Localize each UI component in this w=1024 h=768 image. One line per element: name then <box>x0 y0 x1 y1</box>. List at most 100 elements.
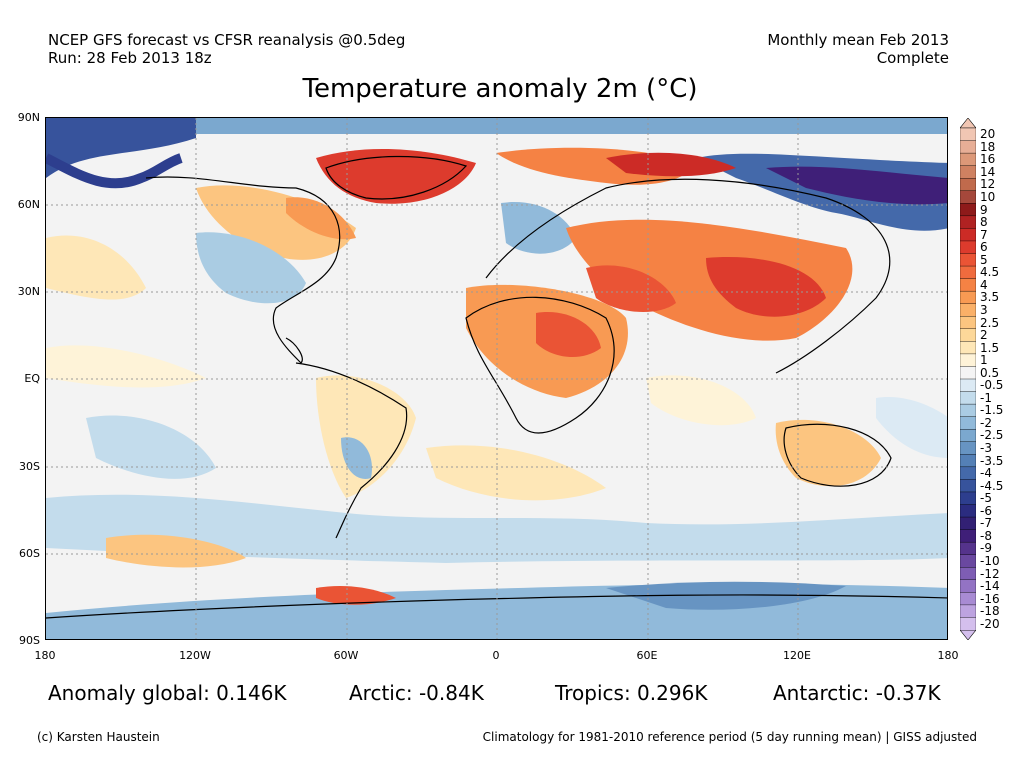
map-title: Temperature anomaly 2m (°C) <box>302 74 698 104</box>
colorbar-swatch <box>960 353 976 367</box>
middle-east-warm-anomaly <box>586 265 676 313</box>
colorbar-swatch <box>960 592 976 606</box>
colorbar-label: -16 <box>980 591 1000 606</box>
antarctic-peninsula-warm <box>316 586 396 605</box>
colorbar-swatch <box>960 303 976 317</box>
copyright: (c) Karsten Haustein <box>37 730 160 744</box>
colorbar-label: 2.5 <box>980 315 1000 330</box>
lat-label-90n: 90N <box>17 111 40 124</box>
colorbar-label: -9 <box>980 541 992 556</box>
colorbar-label: -12 <box>980 566 1000 581</box>
lat-label-eq: EQ <box>24 372 40 385</box>
colorbar-swatch <box>960 253 976 267</box>
colorbar-swatch <box>960 391 976 405</box>
arctic-anomaly: Arctic: -0.84K <box>349 681 484 705</box>
lon-label-60w: 60W <box>333 649 359 662</box>
colorbar-label: 16 <box>980 152 996 167</box>
lon-label-120w: 120W <box>179 649 211 662</box>
colorbar-label: -1 <box>980 390 992 405</box>
colorbar-swatch <box>960 341 976 355</box>
graticule <box>46 118 947 639</box>
colorbar-label: -2 <box>980 415 992 430</box>
colorbar-label: 6 <box>980 240 988 255</box>
tropical-pacific-warm <box>46 345 206 388</box>
colorbar-swatch <box>960 479 976 493</box>
colorbar-label: 10 <box>980 190 996 205</box>
colorbar-label: 14 <box>980 164 996 179</box>
colorbar-label: -10 <box>980 553 1000 568</box>
lon-label-120e: 120E <box>783 649 811 662</box>
colorbar-label: -3.5 <box>980 453 1004 468</box>
colorbar-label: 3.5 <box>980 290 1000 305</box>
colorbar-label: -7 <box>980 516 992 531</box>
colorbar-swatch <box>960 416 976 430</box>
colorbar-swatch <box>960 178 976 192</box>
antarctica-coast <box>46 594 947 619</box>
china-warm-anomaly <box>706 257 826 317</box>
alaska-cold-anomaly <box>46 118 196 178</box>
antarctic-anomaly: Antarctic: -0.37K <box>773 681 941 705</box>
indian-ocean-warm <box>646 375 756 426</box>
colorbar-swatch <box>960 567 976 581</box>
lat-label-60s: 60S <box>19 547 40 560</box>
sahel-warm <box>536 312 601 358</box>
lon-label-180w: 180 <box>34 649 56 662</box>
colorbar-label: 8 <box>980 215 988 230</box>
greenland-warm-anomaly <box>316 148 476 204</box>
colorbar-swatch <box>960 215 976 229</box>
australia-coast <box>783 423 892 487</box>
colorbar-swatch <box>960 203 976 217</box>
colorbar-label: 1.5 <box>980 340 1000 355</box>
colorbar-swatch <box>960 316 976 330</box>
argentina-cold <box>341 437 372 479</box>
colorbar-label: 4 <box>980 277 988 292</box>
colorbar-label: -1.5 <box>980 403 1004 418</box>
coastlines <box>46 155 947 619</box>
colorbar-label: -4 <box>980 466 992 481</box>
colorbar-swatch <box>960 466 976 480</box>
colorbar-label: -6 <box>980 503 992 518</box>
colorbar-swatch <box>960 504 976 518</box>
eurasia-coast <box>485 178 891 374</box>
global-anomaly: Anomaly global: 0.146K <box>48 681 287 705</box>
australia-warm-anomaly <box>775 419 881 487</box>
greenland-coast <box>325 155 468 200</box>
canada-warm-anomaly <box>196 185 356 260</box>
east-antarctica-cold <box>606 581 846 610</box>
colorbar-label: -0.5 <box>980 378 1004 393</box>
colorbar-swatch <box>960 516 976 531</box>
colorbar-swatch <box>960 278 976 292</box>
colorbar-label: 2 <box>980 328 988 343</box>
colorbar-swatch <box>960 429 976 443</box>
colorbar-label: 1 <box>980 353 988 368</box>
colorbar-swatch <box>960 579 976 593</box>
colorbar-label: -2.5 <box>980 428 1004 443</box>
temperature-anomaly-map <box>45 117 948 640</box>
bering-cold <box>46 153 183 189</box>
colorbar-label: 20 <box>980 127 996 142</box>
colorbar-label: 12 <box>980 177 996 192</box>
colorbar-swatch <box>960 617 976 631</box>
kara-warm-anomaly <box>606 152 736 177</box>
colorbar-swatch <box>960 152 976 167</box>
colorbar-swatch <box>960 366 976 380</box>
colorbar-swatch <box>960 328 976 342</box>
model-run-description: NCEP GFS forecast vs CFSR reanalysis @0.… <box>48 31 406 49</box>
climatology-note: Climatology for 1981-2010 reference peri… <box>482 730 977 744</box>
colorbar-swatch <box>960 491 976 506</box>
colorbar-swatch <box>960 290 976 305</box>
south-pacific-cold <box>86 415 216 479</box>
colorbar-swatch <box>960 228 976 242</box>
lat-label-30n: 30N <box>17 285 40 298</box>
colorbar-swatch <box>960 165 976 179</box>
colorbar-swatch <box>960 127 976 142</box>
colorbar-swatch <box>960 190 976 204</box>
siberia-deep-cold <box>766 166 947 205</box>
colorbar-swatch <box>960 541 976 556</box>
colorbar-label: 3 <box>980 302 988 317</box>
colorbar-swatch <box>960 240 976 254</box>
colorbar-label: 5 <box>980 252 988 267</box>
colorbar <box>960 118 976 640</box>
colorbar-label: 7 <box>980 227 988 242</box>
arctic-cold-band <box>46 118 947 134</box>
